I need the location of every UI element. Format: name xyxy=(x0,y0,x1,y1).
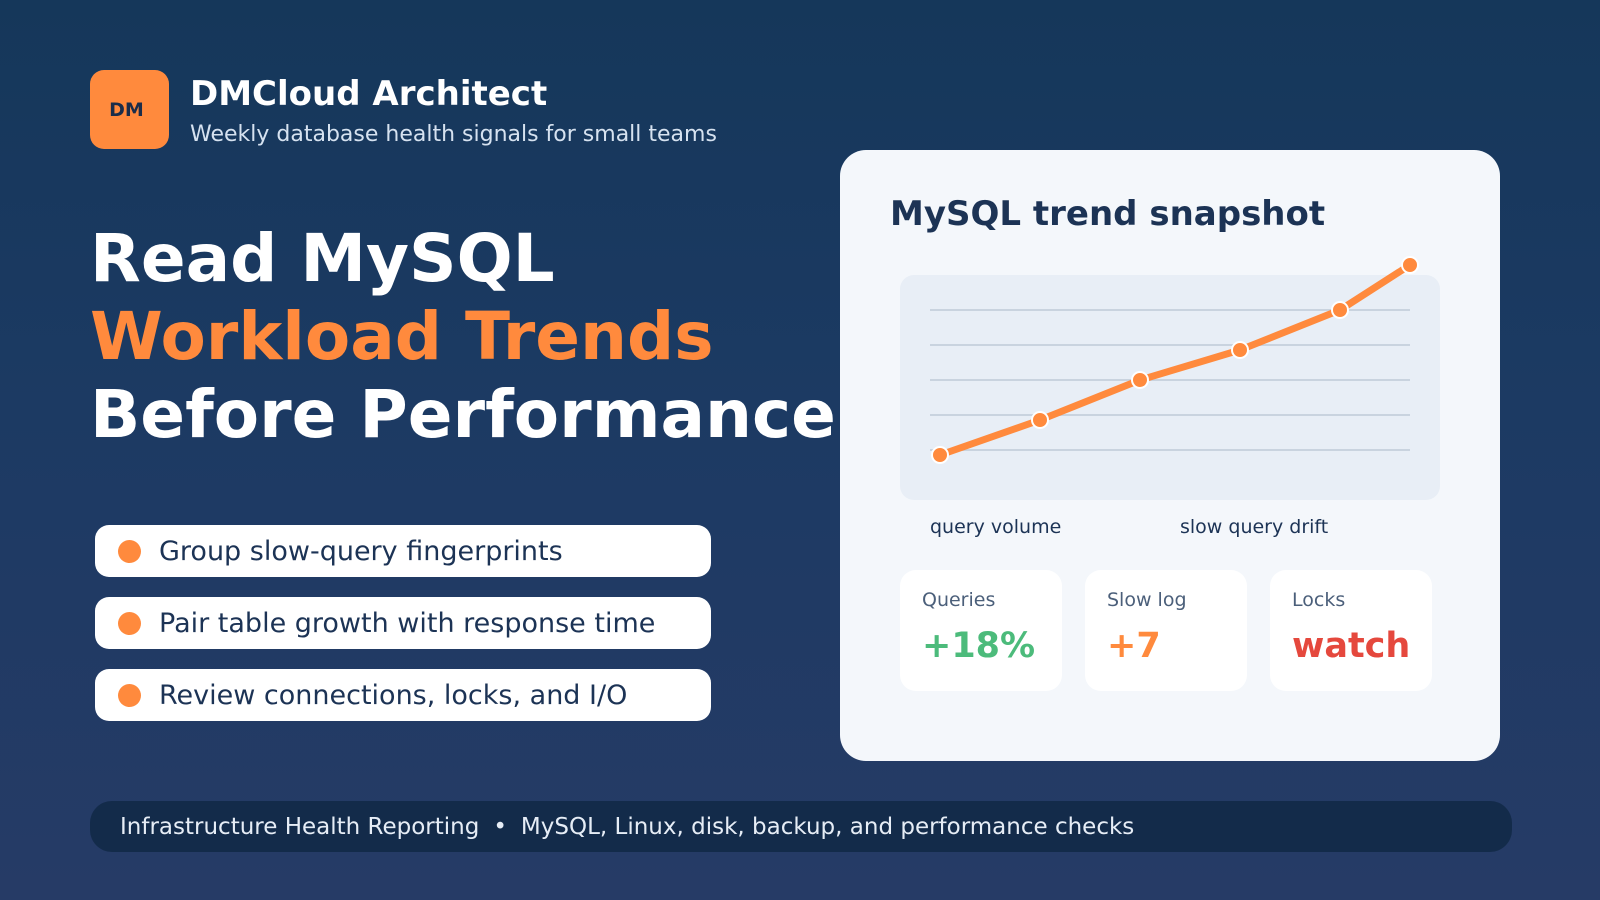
chart-label-query-volume: query volume xyxy=(930,516,1062,538)
trend-line xyxy=(936,261,1414,459)
footer-right-text: MySQL, Linux, disk, backup, and performa… xyxy=(520,813,1135,840)
stat-value: +7 xyxy=(1107,626,1161,666)
stat-card-queries: Queries +18% xyxy=(900,570,1062,691)
stat-value: watch xyxy=(1292,626,1411,666)
stat-card-locks: Locks watch xyxy=(1270,570,1432,691)
brand-logo-text: DM xyxy=(109,98,144,121)
stat-label: Locks xyxy=(1292,589,1346,611)
footer-separator: • xyxy=(493,813,507,840)
bullet-item: Group slow-query fingerprints xyxy=(95,525,711,577)
stat-label: Queries xyxy=(922,589,996,611)
bullet-dot-icon xyxy=(118,611,141,635)
chart-label-slow-query-drift: slow query drift xyxy=(1180,516,1329,538)
trend-point xyxy=(1131,371,1149,389)
headline-line-3: Before Performance Slips xyxy=(90,376,840,453)
bullet-dot-icon xyxy=(118,539,141,563)
trend-point xyxy=(1231,341,1249,359)
card-title: MySQL trend snapshot xyxy=(890,194,1326,234)
stat-value: +18% xyxy=(922,626,1036,666)
stat-label: Slow log xyxy=(1107,589,1187,611)
footer-left-text: Infrastructure Health Reporting xyxy=(120,813,480,840)
footer-bar: Infrastructure Health Reporting • MySQL,… xyxy=(90,801,1512,852)
bullet-text: Pair table growth with response time xyxy=(159,607,656,639)
headline-line-2: Workload Trends xyxy=(90,298,714,375)
headline: Read MySQL Workload Trends Before Perfor… xyxy=(90,220,840,454)
trend-point xyxy=(931,446,949,464)
chart-area xyxy=(900,275,1440,500)
brand-name: DMCloud Architect xyxy=(190,74,548,114)
trend-card: MySQL trend snapshot query volume slow q… xyxy=(840,150,1500,761)
trend-point xyxy=(1031,411,1049,429)
bullet-text: Group slow-query fingerprints xyxy=(159,535,563,567)
brand-logo: DM xyxy=(90,70,169,149)
stat-card-slow-log: Slow log +7 xyxy=(1085,570,1247,691)
bullet-text: Review connections, locks, and I/O xyxy=(159,679,628,711)
trend-point xyxy=(1401,256,1419,274)
trend-point xyxy=(1331,301,1349,319)
bullet-item: Pair table growth with response time xyxy=(95,597,711,649)
trend-chart xyxy=(900,256,1440,500)
headline-line-1: Read MySQL xyxy=(90,220,555,297)
bullet-item: Review connections, locks, and I/O xyxy=(95,669,711,721)
bullet-dot-icon xyxy=(118,683,141,707)
brand-tagline: Weekly database health signals for small… xyxy=(190,122,717,147)
